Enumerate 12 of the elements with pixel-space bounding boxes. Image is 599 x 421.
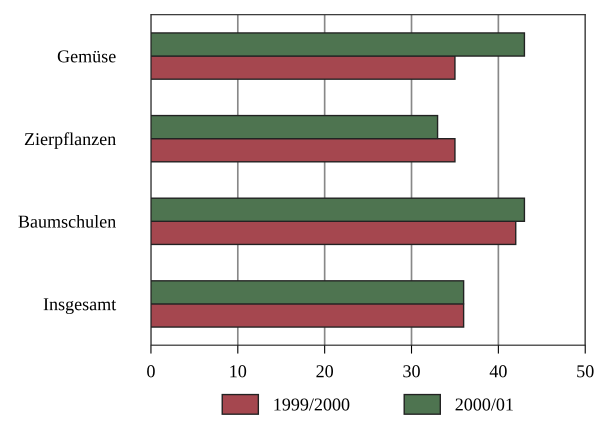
y-tick-label: Baumschulen — [18, 215, 116, 228]
legend-label: 1999/2000 — [274, 398, 350, 411]
y-tick-label: Zierpflanzen — [24, 132, 116, 149]
x-tick-label: 50 — [577, 365, 594, 378]
x-tick-label: 10 — [230, 365, 246, 378]
y-tick-label: Gemüse — [58, 50, 116, 62]
legend-label: 2000/01 — [456, 398, 513, 411]
y-tick-label: Insgesamt — [44, 298, 116, 314]
x-tick-label: 40 — [490, 365, 507, 378]
x-tick-label: 0 — [147, 365, 155, 378]
x-tick-label: 30 — [403, 365, 420, 378]
x-tick-label: 20 — [316, 365, 333, 378]
